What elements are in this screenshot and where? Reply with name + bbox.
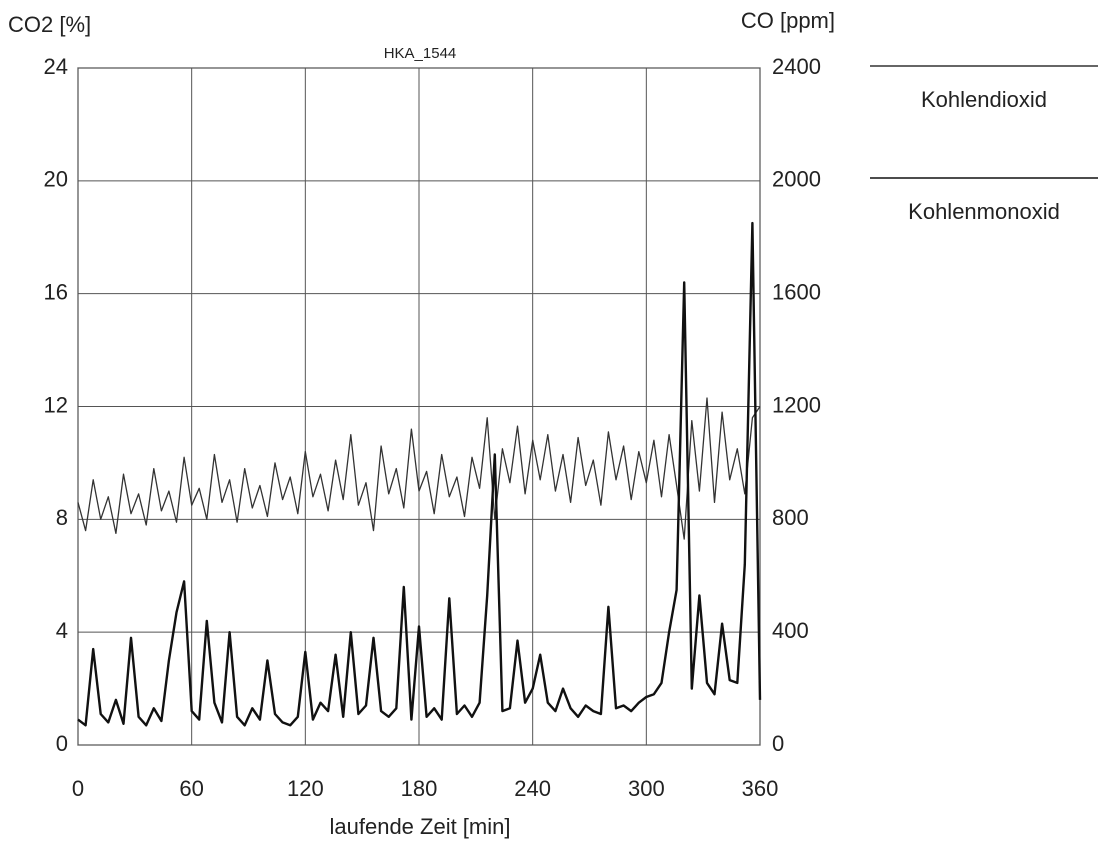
y-tick-label: 8 [56,505,68,530]
y2-tick-label: 2400 [772,54,821,79]
y2-axis-label: CO [ppm] [741,8,835,33]
chart-title: HKA_1544 [384,45,457,62]
x-tick-label: 180 [401,776,438,801]
y2-tick-label: 400 [772,618,809,643]
x-tick-label: 300 [628,776,665,801]
x-tick-label: 120 [287,776,324,801]
y-tick-label: 20 [44,167,68,192]
x-tick-label: 0 [72,776,84,801]
y2-tick-label: 1200 [772,392,821,417]
y2-tick-label: 0 [772,731,784,756]
series-line [77,221,762,727]
legend-label: Kohlendioxid [921,87,1047,112]
y-tick-label: 12 [44,392,68,417]
series-line [77,397,761,540]
x-axis-label: laufende Zeit [min] [330,814,511,839]
x-tick-label: 360 [742,776,779,801]
x-tick-label: 240 [514,776,551,801]
y-tick-label: 24 [44,54,68,79]
y-tick-label: 0 [56,731,68,756]
y-tick-label: 16 [44,279,68,304]
y-tick-label: 4 [56,618,68,643]
y2-tick-label: 1600 [772,279,821,304]
y2-tick-label: 800 [772,505,809,530]
y-axis-label: CO2 [%] [8,12,91,37]
y2-tick-label: 2000 [772,167,821,192]
x-tick-label: 60 [179,776,203,801]
legend-label: Kohlenmonoxid [908,199,1060,224]
